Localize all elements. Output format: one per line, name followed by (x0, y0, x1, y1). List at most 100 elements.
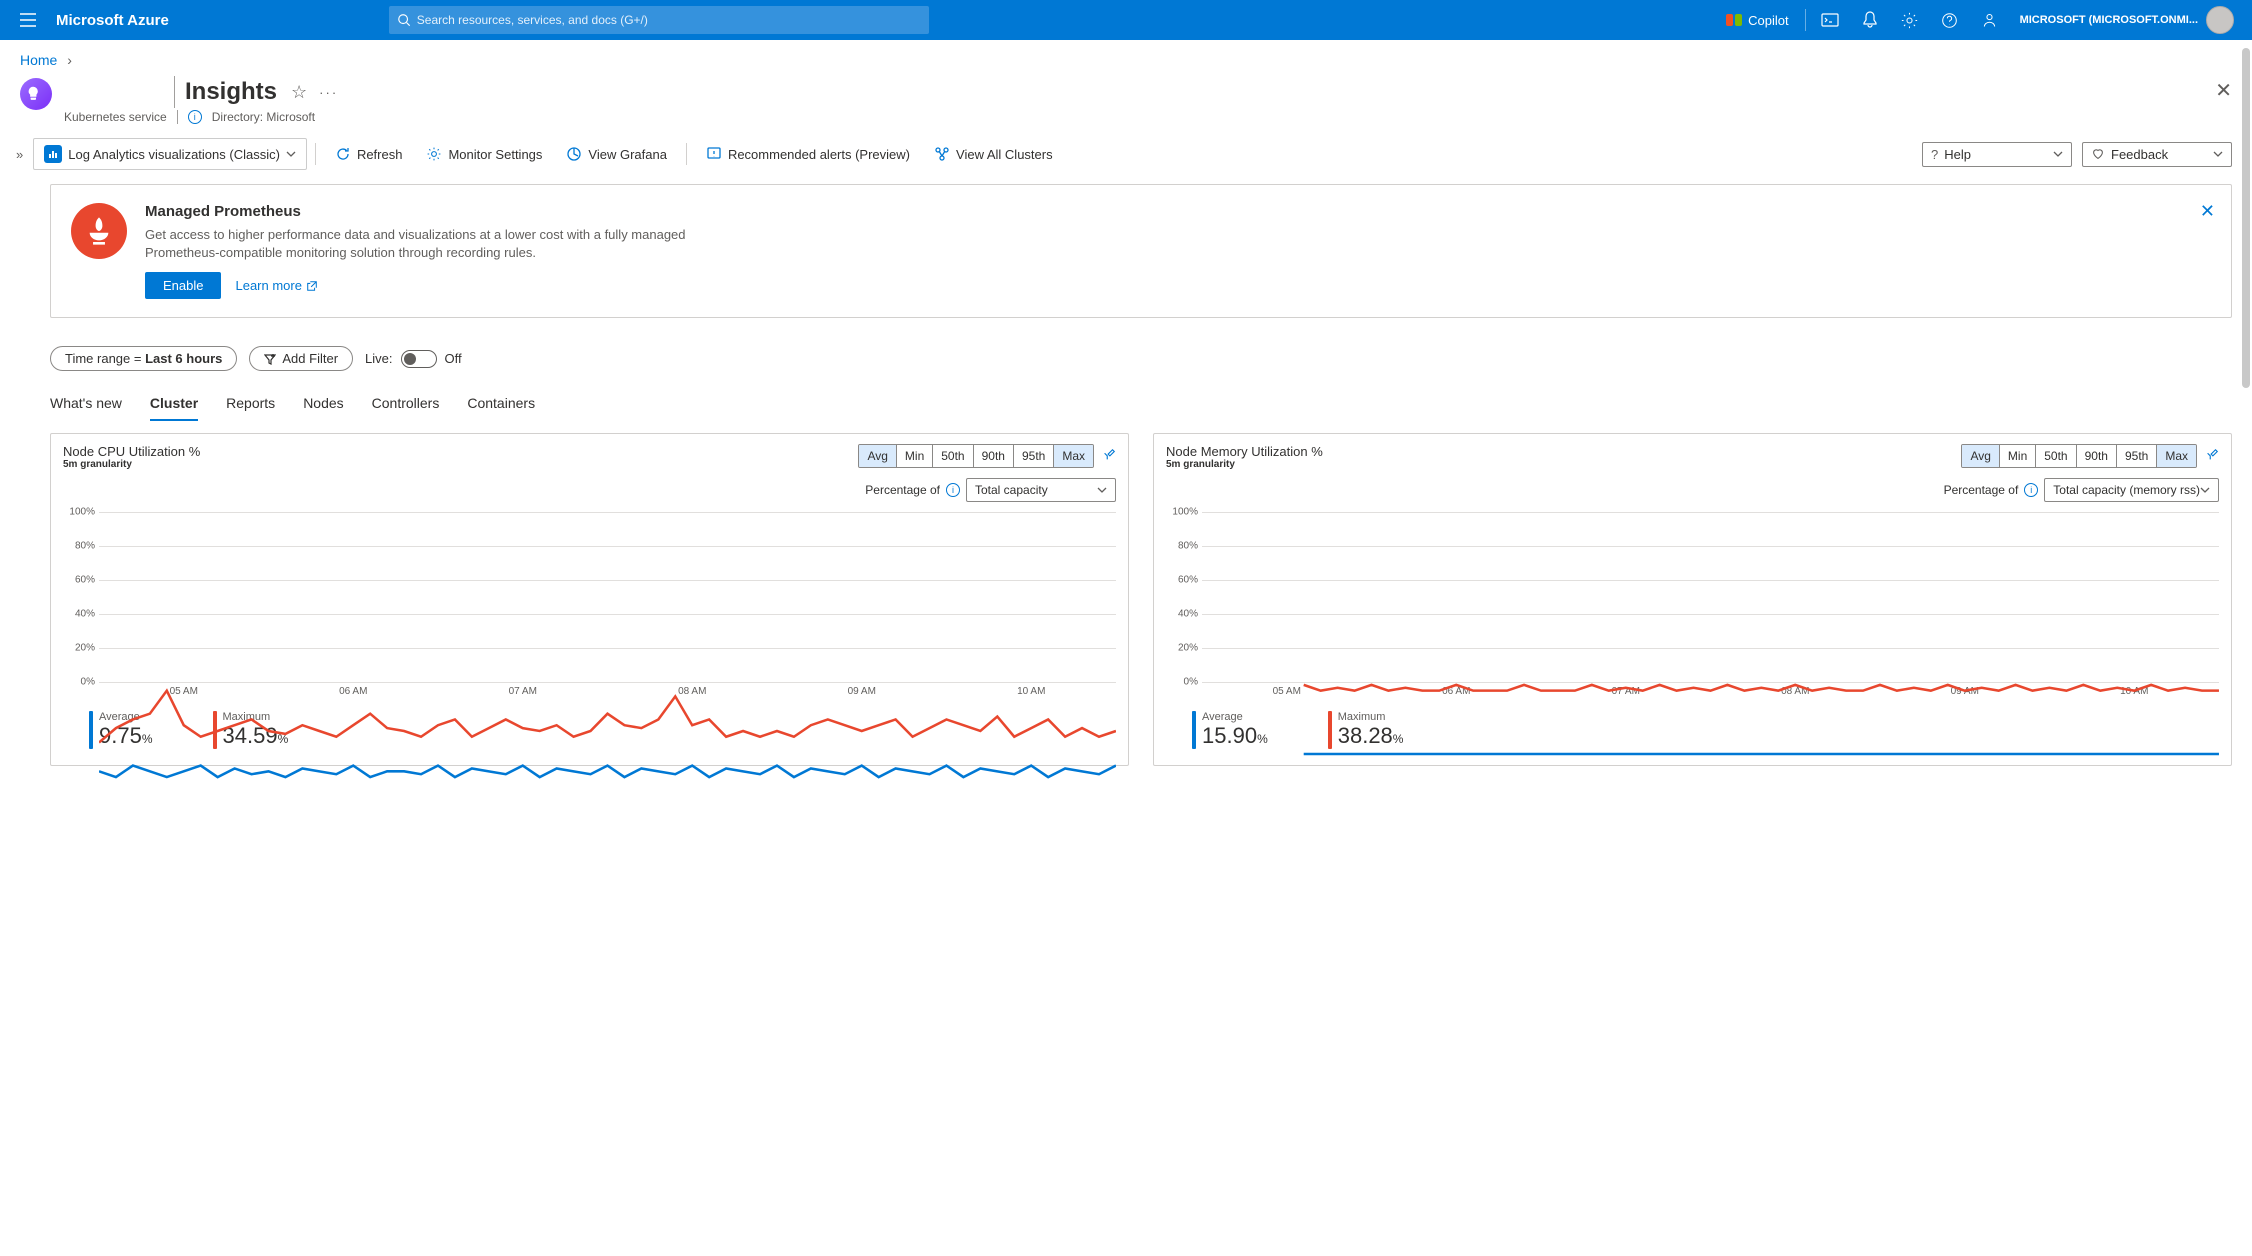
favorite-star-icon[interactable]: ☆ (291, 82, 307, 103)
pct-label: Percentage of (1944, 483, 2019, 497)
live-label: Live: (365, 351, 392, 366)
menu-button[interactable] (8, 0, 48, 40)
insights-resource-icon (20, 78, 52, 110)
global-search[interactable] (389, 6, 929, 34)
search-input[interactable] (411, 13, 921, 27)
pin-icon[interactable] (2205, 448, 2219, 465)
settings-icon[interactable] (1890, 0, 1930, 40)
help-dropdown[interactable]: ?Help (1922, 142, 2072, 167)
breadcrumb-home[interactable]: Home (20, 52, 57, 68)
y-axis-label: 0% (81, 677, 95, 688)
pct-label: Percentage of (865, 483, 940, 497)
cpu-card: Node CPU Utilization %5m granularityAvgM… (50, 433, 1129, 766)
feedback-icon[interactable] (1970, 0, 2010, 40)
copilot-icon (1726, 12, 1742, 28)
add-filter-button[interactable]: Add Filter (249, 346, 353, 371)
agg-95th[interactable]: 95th (1013, 445, 1053, 467)
y-axis-label: 0% (1184, 677, 1198, 688)
agg-min[interactable]: Min (1999, 445, 2035, 467)
copilot-button[interactable]: Copilot (1714, 12, 1800, 28)
tab-containers[interactable]: Containers (467, 389, 535, 421)
agg-min[interactable]: Min (896, 445, 932, 467)
y-axis-label: 60% (1178, 575, 1198, 586)
pin-icon[interactable] (1102, 448, 1116, 465)
y-axis-label: 20% (75, 643, 95, 654)
external-link-icon (306, 280, 318, 292)
close-button[interactable]: ✕ (2215, 78, 2232, 103)
grafana-icon (566, 146, 582, 162)
agg-max[interactable]: Max (2156, 445, 2196, 467)
breadcrumb: Home › (0, 40, 2252, 72)
page-header: Insights ☆ ··· Kubernetes service i Dire… (0, 72, 2252, 134)
agg-50th[interactable]: 50th (932, 445, 972, 467)
help-icon[interactable] (1930, 0, 1970, 40)
tab-what-s-new[interactable]: What's new (50, 389, 122, 421)
tab-nodes[interactable]: Nodes (303, 389, 343, 421)
user-menu[interactable]: MICROSOFT (MICROSOFT.ONMI... (2010, 6, 2244, 34)
agg-50th[interactable]: 50th (2035, 445, 2075, 467)
aggregation-buttons: AvgMin50th90th95thMax (1961, 444, 2197, 468)
monitor-settings-button[interactable]: Monitor Settings (415, 139, 553, 169)
y-axis-label: 20% (1178, 643, 1198, 654)
insight-tabs: What's new Cluster Reports Nodes Controllers… (50, 389, 2232, 421)
chart-granularity: 5m granularity (63, 459, 200, 470)
pct-select[interactable]: Total capacity (memory rss) (2044, 478, 2219, 502)
info-icon[interactable]: i (2024, 483, 2038, 497)
visualizations-dropdown[interactable]: Log Analytics visualizations (Classic) (33, 138, 307, 170)
y-axis-label: 80% (75, 541, 95, 552)
refresh-button[interactable]: Refresh (324, 139, 414, 169)
banner-close-button[interactable]: ✕ (2200, 201, 2215, 222)
chart-icon (44, 145, 62, 163)
agg-avg[interactable]: Avg (859, 445, 895, 467)
agg-max[interactable]: Max (1053, 445, 1093, 467)
chart-plot: 100%80%60%40%20%0% (99, 512, 1116, 682)
gear-icon (426, 146, 442, 162)
directory: Directory: Microsoft (212, 110, 315, 124)
feedback-dropdown[interactable]: Feedback (2082, 142, 2232, 167)
expand-icon[interactable]: » (8, 143, 31, 166)
chart-granularity: 5m granularity (1166, 459, 1323, 470)
y-axis-label: 100% (69, 507, 95, 518)
info-icon: i (188, 110, 202, 124)
banner-desc: Get access to higher performance data an… (145, 226, 705, 262)
info-icon[interactable]: i (946, 483, 960, 497)
view-all-clusters-button[interactable]: View All Clusters (923, 139, 1064, 169)
view-grafana-button[interactable]: View Grafana (555, 139, 678, 169)
agg-95th[interactable]: 95th (2116, 445, 2156, 467)
tab-reports[interactable]: Reports (226, 389, 275, 421)
learn-more-link[interactable]: Learn more (235, 278, 317, 293)
y-axis-label: 40% (1178, 609, 1198, 620)
prometheus-icon (71, 203, 127, 259)
vertical-scrollbar[interactable] (2236, 40, 2252, 1256)
enable-button[interactable]: Enable (145, 272, 221, 299)
agg-avg[interactable]: Avg (1962, 445, 1998, 467)
search-icon (397, 13, 411, 27)
filter-icon (264, 353, 276, 365)
y-axis-label: 100% (1172, 507, 1198, 518)
heart-icon (2091, 147, 2105, 161)
pct-select[interactable]: Total capacity (966, 478, 1116, 502)
time-range-filter[interactable]: Time range = Last 6 hours (50, 346, 237, 371)
agg-90th[interactable]: 90th (2076, 445, 2116, 467)
aggregation-buttons: AvgMin50th90th95thMax (858, 444, 1094, 468)
avatar (2206, 6, 2234, 34)
recommended-alerts-button[interactable]: Recommended alerts (Preview) (695, 139, 921, 169)
more-icon[interactable]: ··· (319, 85, 338, 100)
chevron-right-icon: › (61, 52, 78, 68)
chevron-down-icon (2053, 151, 2063, 157)
azure-topbar: Microsoft Azure Copilot MICROSOFT (MICRO… (0, 0, 2252, 40)
page-title: Insights (185, 78, 277, 106)
notifications-icon[interactable] (1850, 0, 1890, 40)
prometheus-banner: Managed Prometheus Get access to higher … (50, 184, 2232, 318)
live-toggle[interactable] (401, 350, 437, 368)
cloud-shell-icon[interactable] (1810, 0, 1850, 40)
chart-plot: 100%80%60%40%20%0% (1202, 512, 2219, 682)
azure-brand[interactable]: Microsoft Azure (48, 12, 189, 29)
y-axis-label: 40% (75, 609, 95, 620)
chevron-down-icon (286, 151, 296, 157)
tab-controllers[interactable]: Controllers (372, 389, 440, 421)
tab-cluster[interactable]: Cluster (150, 389, 198, 421)
agg-90th[interactable]: 90th (973, 445, 1013, 467)
clusters-icon (934, 146, 950, 162)
resource-type: Kubernetes service (64, 110, 167, 124)
